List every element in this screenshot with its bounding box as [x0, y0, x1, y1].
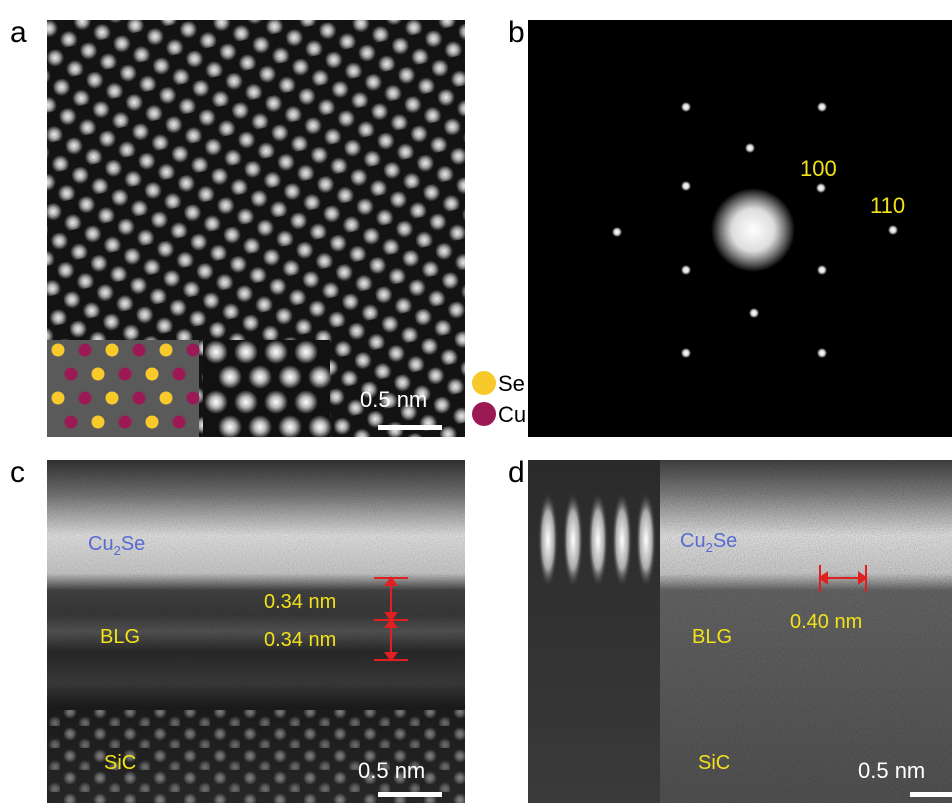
panel-label: d — [508, 456, 525, 489]
sim-dot — [204, 390, 228, 414]
cu-atom — [65, 416, 78, 429]
sim-dot — [308, 365, 332, 389]
sim-dot — [278, 365, 302, 389]
spot-label: 100 — [800, 156, 837, 181]
cu-atom — [79, 392, 92, 405]
spacing-label: 0.34 nm — [264, 591, 336, 613]
se-atom — [146, 368, 159, 381]
spot — [817, 348, 827, 358]
central-spot — [711, 188, 795, 272]
cu-atom — [119, 416, 132, 429]
se-symbol — [472, 371, 496, 395]
cu-symbol — [472, 402, 496, 426]
se-atom — [106, 344, 119, 357]
cu-atom — [133, 392, 146, 405]
sim-dot — [248, 415, 272, 439]
sim-dot — [248, 365, 272, 389]
sim-dot — [234, 390, 258, 414]
sim-dot — [294, 390, 318, 414]
sim-dot — [234, 340, 258, 364]
column — [563, 492, 583, 588]
spot — [612, 227, 622, 237]
layer-label: BLG — [692, 626, 732, 648]
sim-dot — [278, 415, 302, 439]
spot — [681, 348, 691, 358]
column — [612, 492, 632, 588]
sim-dot — [294, 340, 318, 364]
scale-bar-label: 0.5 nm — [360, 387, 427, 412]
panel-label: b — [508, 16, 525, 49]
sim-dot — [308, 415, 332, 439]
layer-label: SiC — [698, 752, 730, 774]
panel-d: Cu2Se BLG SiC 0.40 nm 0.5 nm — [528, 460, 952, 803]
spot — [681, 102, 691, 112]
cu-atom — [119, 368, 132, 381]
sim-dot — [264, 340, 288, 364]
sim-dot — [218, 365, 242, 389]
scale-bar — [910, 792, 952, 797]
panel-label: c — [10, 456, 25, 489]
page: a 0.5 nm Se Cu b 100 110 c Cu2Se BLG SiC… — [0, 0, 952, 803]
spot — [745, 143, 755, 153]
spot — [817, 265, 827, 275]
layer-label: SiC — [104, 752, 136, 774]
column — [636, 492, 656, 588]
cu-atom — [187, 392, 200, 405]
subscript: 2 — [706, 540, 713, 555]
spot — [817, 102, 827, 112]
panel-label: a — [10, 16, 27, 49]
scale-bar-label: 0.5 nm — [358, 758, 425, 783]
sim-dot — [264, 390, 288, 414]
text: Se — [713, 530, 737, 552]
sim-dot — [218, 415, 242, 439]
legend-label: Se — [498, 371, 525, 396]
spot — [681, 181, 691, 191]
legend-label: Cu — [498, 402, 526, 427]
cu-atom — [79, 344, 92, 357]
scale-bar — [378, 425, 442, 430]
text: Se — [121, 533, 145, 555]
se-atom — [160, 344, 173, 357]
sim-dot — [204, 340, 228, 364]
column — [588, 492, 608, 588]
spot — [681, 265, 691, 275]
cu-atom — [173, 416, 186, 429]
spot — [749, 308, 759, 318]
se-atom — [52, 344, 65, 357]
se-atom — [92, 416, 105, 429]
cu-atom — [133, 344, 146, 357]
se-atom — [160, 392, 173, 405]
se-atom — [92, 368, 105, 381]
scale-bar — [378, 792, 442, 797]
text: Cu — [88, 533, 114, 555]
text: Cu — [680, 530, 706, 552]
spacing-label: 0.40 nm — [790, 611, 862, 633]
layer-label: BLG — [100, 626, 140, 648]
subscript: 2 — [114, 543, 121, 558]
spacing-label: 0.34 nm — [264, 629, 336, 651]
se-atom — [146, 416, 159, 429]
spot — [816, 183, 826, 193]
scale-bar-label: 0.5 nm — [858, 758, 925, 783]
column — [538, 492, 558, 588]
se-atom — [52, 392, 65, 405]
cu-atom — [173, 368, 186, 381]
figure: a 0.5 nm Se Cu b 100 110 c Cu2Se BLG SiC… — [0, 0, 952, 803]
spot-label: 110 — [870, 193, 905, 218]
cu-atom — [65, 368, 78, 381]
se-atom — [106, 392, 119, 405]
cu-atom — [187, 344, 200, 357]
spot — [888, 225, 898, 235]
